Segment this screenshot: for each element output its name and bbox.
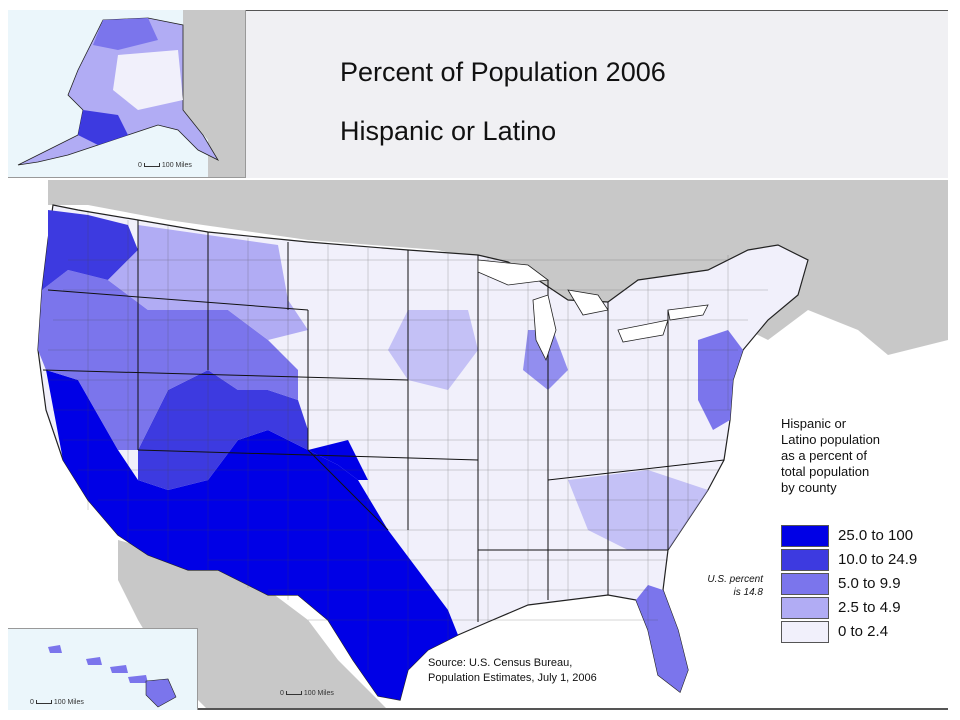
us-percent-note: U.S. percent is 14.8	[693, 573, 763, 599]
hawaii-scale-zero: 0	[30, 699, 34, 706]
legend-desc-line: as a percent of	[781, 448, 867, 463]
map-title: Percent of Population 2006	[340, 57, 666, 87]
legend-swatch	[781, 549, 829, 571]
legend-swatch	[781, 573, 829, 595]
hawaii-island-3	[110, 665, 128, 673]
legend-desc-line: Hispanic or	[781, 416, 847, 431]
legend-swatch	[781, 621, 829, 643]
region-chicago-light	[523, 330, 568, 390]
conus-scale-zero: 0	[280, 690, 284, 697]
alaska-southwest-mid	[78, 110, 128, 145]
legend-label: 25.0 to 100	[838, 527, 914, 544]
alaska-scale-bar: 0 100 Miles	[138, 162, 192, 169]
conus-scale-miles: 100 Miles	[303, 690, 334, 697]
top-rule	[8, 10, 948, 11]
alaska-map	[17, 10, 245, 177]
us-note-line: is 14.8	[733, 587, 763, 598]
region-northwest-mid	[42, 210, 138, 290]
region-southwest-high	[46, 370, 458, 700]
legend-desc-line: Latino population	[781, 432, 881, 447]
hawaii-island-2	[86, 657, 102, 665]
legend-desc-line: by county	[781, 480, 837, 495]
alaska-canada-land	[183, 10, 245, 177]
legend-swatch	[781, 597, 829, 619]
great-lakes	[477, 259, 709, 362]
state-borders	[42, 220, 725, 622]
legend-desc-line: total population	[781, 464, 870, 479]
title-band	[246, 10, 948, 178]
legend-description: Hispanic or Latino population as a perce…	[781, 416, 941, 496]
hawaii-island-1	[48, 645, 62, 653]
conus-scale-bar: 0 100 Miles	[280, 690, 334, 697]
hawaii-island-4	[128, 675, 148, 683]
bottom-rule	[8, 708, 948, 710]
legend-label: 0 to 2.4	[838, 623, 889, 640]
source-note: Source: U.S. Census Bureau, Population E…	[428, 656, 597, 686]
alaska-scale-zero: 0	[138, 162, 142, 169]
hawaii-scale-bar: 0 100 Miles	[30, 699, 84, 706]
hawaii-scale-miles: 100 Miles	[53, 699, 84, 706]
legend-swatch	[781, 525, 829, 547]
us-note-line: U.S. percent	[707, 574, 763, 585]
hawaii-big-island	[145, 678, 177, 708]
map-figure: Percent of Population 2006 Hispanic or L…	[8, 10, 948, 710]
alaska-inset: 0 100 Miles	[8, 10, 246, 178]
source-line: Population Estimates, July 1, 2006	[428, 672, 597, 684]
alaska-scale-miles: 100 Miles	[161, 162, 192, 169]
source-line: Source: U.S. Census Bureau,	[428, 657, 573, 669]
hawaii-inset: 0 100 Miles	[8, 628, 198, 710]
region-florida-mid	[636, 585, 688, 692]
us-county-choropleth-map	[37, 180, 948, 710]
alaska-north-mid	[93, 18, 158, 50]
hawaii-map	[48, 645, 177, 708]
alaska-interior-light	[113, 50, 183, 110]
legend-label: 10.0 to 24.9	[838, 551, 918, 568]
legend-label: 2.5 to 4.9	[838, 599, 901, 616]
legend-label: 5.0 to 9.9	[838, 575, 901, 592]
map-subtitle: Hispanic or Latino	[340, 116, 557, 146]
region-plains-mid	[138, 370, 308, 490]
